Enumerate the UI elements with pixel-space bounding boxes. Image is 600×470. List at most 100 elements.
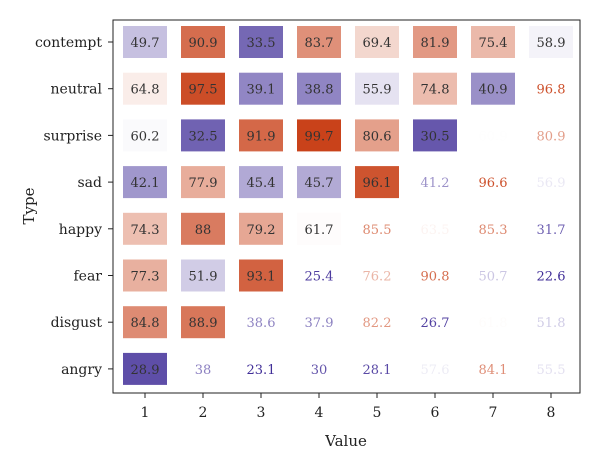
- x-tick-label: 4: [315, 405, 324, 421]
- cell-value-label: 63.5: [421, 223, 450, 238]
- cell-value-label: 30.5: [421, 129, 450, 144]
- cell-value-label: 56.9: [537, 176, 566, 191]
- y-tick-label: contempt: [35, 35, 102, 51]
- cell-value-label: 96.1: [363, 176, 392, 191]
- heatmap-cell: [181, 259, 225, 292]
- heatmap-cell: [297, 119, 341, 152]
- cell-value-label: 83.7: [305, 36, 334, 51]
- x-tick-label: 3: [257, 405, 266, 421]
- heatmap-cell: [529, 26, 573, 58]
- cell-value-label: 60.2: [131, 129, 160, 144]
- x-tick-label: 6: [431, 405, 440, 421]
- cell-value-label: 85.5: [363, 223, 392, 238]
- cell-value-label: 45.7: [305, 176, 334, 191]
- cell-value-label: 28.1: [363, 363, 392, 378]
- cell-value-label: 64.8: [131, 83, 160, 98]
- heatmap-cell: [123, 352, 167, 385]
- cell-value-label: 75.4: [479, 36, 508, 51]
- heatmap-cell: [297, 166, 341, 199]
- heatmap-cell: [297, 212, 341, 245]
- cell-value-label: 84.8: [131, 316, 160, 331]
- heatmap-cell: [239, 212, 283, 245]
- heatmap-cell: [123, 72, 167, 105]
- cell-value-label: 45.4: [247, 176, 276, 191]
- cell-value-label: 28.9: [131, 363, 160, 378]
- x-axis-label: Value: [324, 432, 367, 450]
- cell-value-label: 33.5: [247, 36, 276, 51]
- cell-value-label: 69.4: [363, 36, 392, 51]
- cell-value-label: 49.7: [131, 36, 160, 51]
- cell-value-label: 81.9: [421, 36, 450, 51]
- cell-value-label: 85.3: [479, 223, 508, 238]
- cell-value-label: 88: [195, 223, 212, 238]
- cell-value-label: 22.6: [537, 270, 566, 285]
- heatmap-cell: [123, 259, 167, 292]
- cell-value-label: 38.8: [305, 83, 334, 98]
- heatmap-cell: [239, 259, 283, 292]
- cell-value-label: 40.9: [479, 83, 508, 98]
- cell-value-label: 90.9: [189, 36, 218, 51]
- x-tick-label: 1: [141, 405, 150, 421]
- cell-value-label: 96.8: [537, 83, 566, 98]
- heatmap-cell: [239, 26, 283, 58]
- heatmap-cell: [239, 72, 283, 105]
- y-tick-label: fear: [73, 269, 102, 285]
- cell-value-label: 39.1: [247, 83, 276, 98]
- cell-value-label: 42.1: [131, 176, 160, 191]
- heatmap-cell: [123, 306, 167, 339]
- heatmap-cell: [123, 119, 167, 152]
- cell-value-label: 93.1: [247, 270, 276, 285]
- heatmap-cell: [297, 26, 341, 58]
- heatmap-cell: [181, 72, 225, 105]
- heatmap-cell: [239, 119, 283, 152]
- x-tick-label: 2: [199, 405, 208, 421]
- cell-value-label: 90.8: [421, 270, 450, 285]
- cell-value-label: 32.5: [189, 129, 218, 144]
- heatmap-cell: [181, 26, 225, 58]
- cell-value-label: 97.5: [189, 83, 218, 98]
- cell-value-label: 31.7: [537, 223, 566, 238]
- heatmap-cell: [413, 72, 457, 105]
- heatmap-cell: [181, 212, 225, 245]
- cell-value-label: 82.2: [363, 316, 392, 331]
- cell-value-label: 80.9: [537, 129, 566, 144]
- y-tick-label: happy: [59, 222, 102, 238]
- cell-value-label: 61.7: [305, 223, 334, 238]
- cell-value-label: 96.6: [479, 176, 508, 191]
- cell-value-label: 50.7: [479, 270, 508, 285]
- y-tick-label: disgust: [51, 315, 103, 331]
- cell-value-label: 76.2: [363, 270, 392, 285]
- heatmap-cell: [181, 166, 225, 199]
- heatmap-cell: [413, 26, 457, 58]
- cell-value-label: 51.9: [189, 270, 218, 285]
- cell-value-label: 38: [195, 363, 212, 378]
- cell-value-label: 99.7: [305, 129, 334, 144]
- heatmap-cell: [123, 166, 167, 199]
- cell-value-label: 58.9: [537, 36, 566, 51]
- cell-value-label: 74.8: [421, 83, 450, 98]
- heatmap-cell: [355, 72, 399, 105]
- plot-frame: [112, 19, 581, 394]
- y-tick-label: angry: [61, 362, 102, 378]
- cell-value-label: 84.1: [479, 363, 508, 378]
- cell-value-label: 37.9: [305, 316, 334, 331]
- heatmap-cell: [239, 166, 283, 199]
- cell-value-label: 55.9: [363, 83, 392, 98]
- heatmap-cell: [181, 306, 225, 339]
- y-tick-label: sad: [78, 175, 103, 191]
- cell-value-label: 60.9: [479, 129, 508, 144]
- cell-value-label: 77.3: [131, 270, 160, 285]
- x-tick-label: 5: [373, 405, 382, 421]
- cell-value-label: 51.8: [537, 316, 566, 331]
- x-tick-label: 7: [489, 405, 498, 421]
- cell-value-label: 25.4: [305, 270, 334, 285]
- heatmap-cell: [355, 119, 399, 152]
- heatmap-cells: 49.7 90.9 33.5 83.7 69.4 81.9 75.4 58.9 64.8 97.5…: [123, 26, 573, 385]
- heatmap-cell: [471, 72, 515, 105]
- cell-value-label: 79.2: [247, 223, 276, 238]
- y-tick-label: surprise: [44, 128, 103, 144]
- y-tick-label: neutral: [51, 82, 103, 98]
- cell-value-label: 55.5: [537, 363, 566, 378]
- heatmap-cell: [355, 26, 399, 58]
